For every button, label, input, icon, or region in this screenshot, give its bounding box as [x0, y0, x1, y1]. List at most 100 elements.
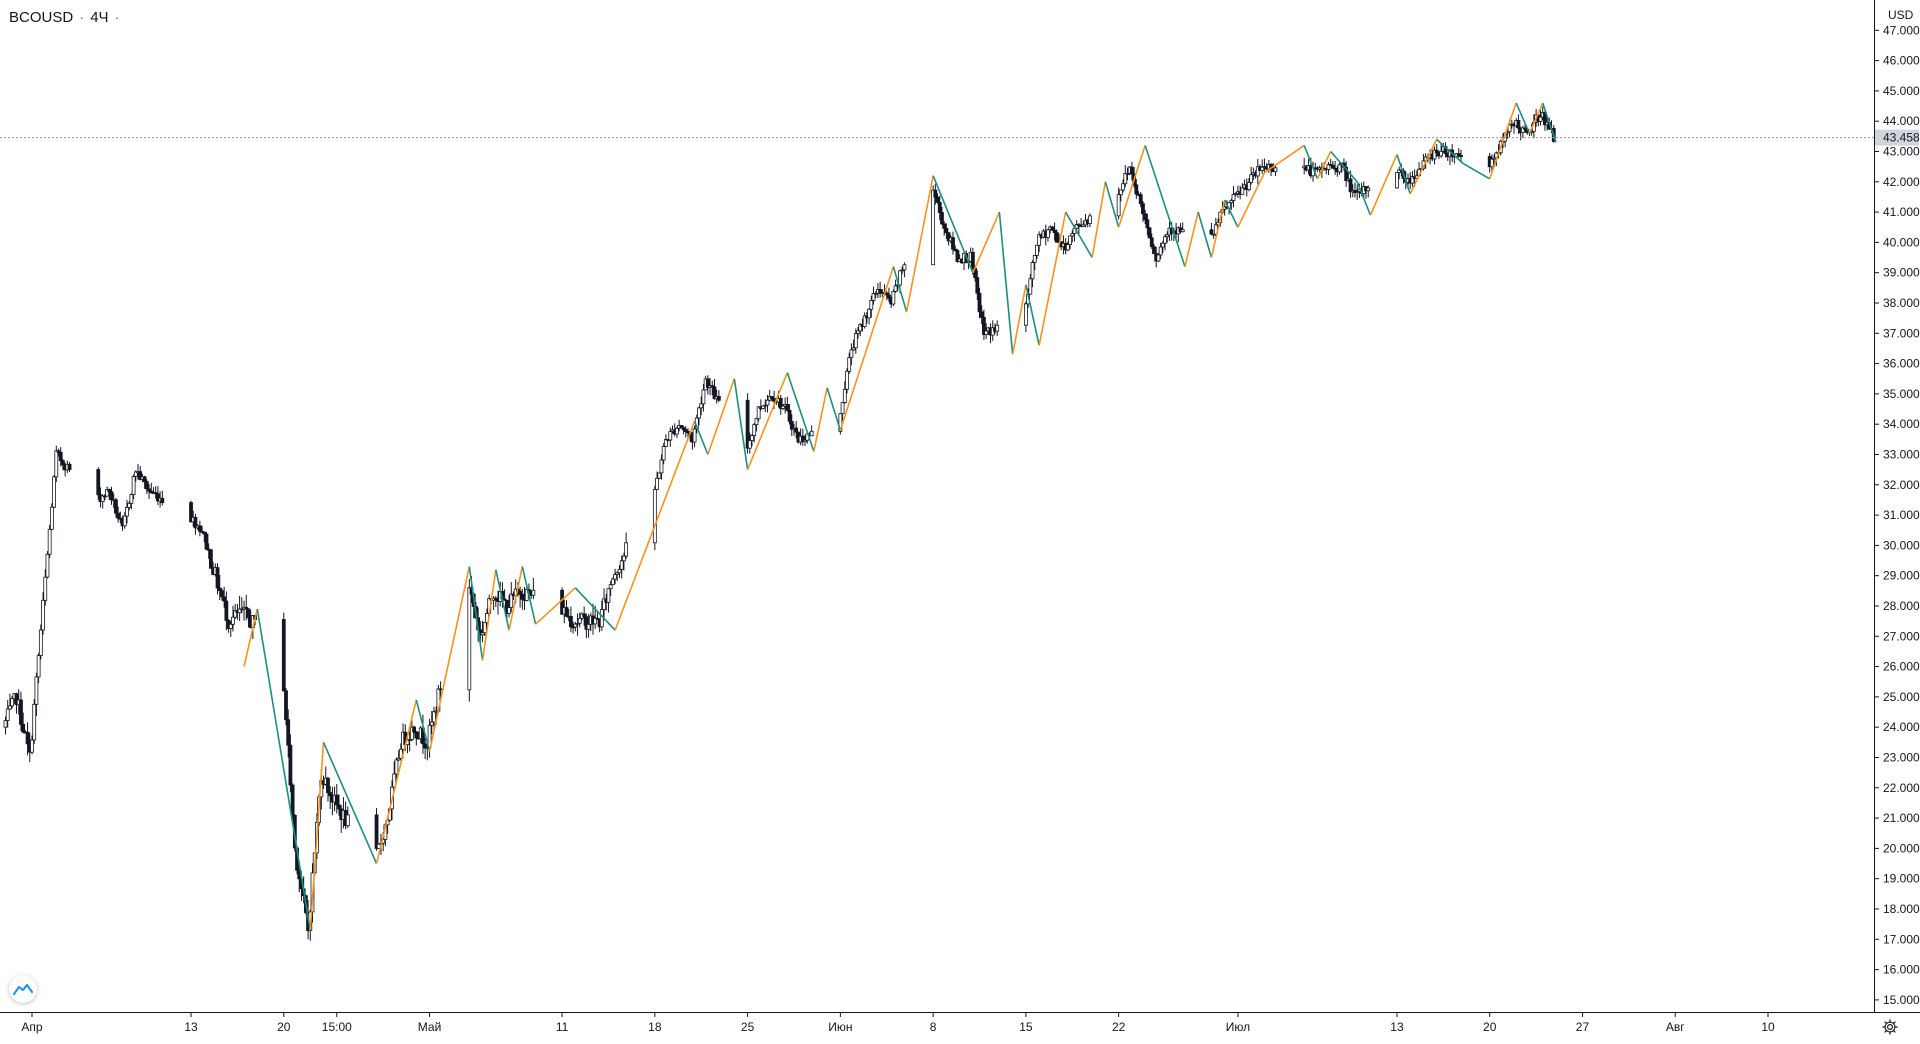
- candle: [869, 295, 874, 318]
- candle: [838, 413, 843, 435]
- price-tick-label: 36.000: [1883, 357, 1920, 371]
- price-tick-label: 37.000: [1883, 326, 1920, 340]
- candle: [1328, 158, 1333, 166]
- candle: [619, 555, 624, 579]
- candle: [1141, 200, 1145, 222]
- price-tick-label: 25.000: [1883, 690, 1920, 704]
- candle: [582, 606, 587, 626]
- time-tick-label: 25: [741, 1020, 755, 1034]
- candle: [610, 577, 615, 586]
- candle: [652, 485, 657, 550]
- candlestick-series: [3, 106, 1556, 941]
- tradingview-logo-icon[interactable]: [9, 975, 37, 1003]
- candle: [747, 432, 752, 454]
- price-tick-label: 23.000: [1883, 750, 1920, 764]
- zigzag-down-segment: [256, 608, 312, 931]
- time-tick-label: 15:00: [322, 1020, 352, 1034]
- candle: [133, 470, 138, 482]
- interval-label[interactable]: 4Ч: [90, 9, 109, 26]
- candle: [692, 425, 697, 448]
- candle: [710, 380, 715, 396]
- candle: [1516, 114, 1521, 134]
- candle: [228, 620, 233, 637]
- zigzag-up-segment: [1263, 144, 1305, 174]
- candle: [849, 343, 854, 366]
- candle: [778, 394, 783, 415]
- candle: [224, 591, 229, 631]
- candle: [398, 743, 403, 761]
- candle: [750, 434, 754, 447]
- symbol-legend[interactable]: BCOUSD · 4Ч ·: [9, 9, 120, 26]
- candle: [127, 501, 132, 511]
- symbol-name[interactable]: BCOUSD: [9, 9, 74, 26]
- price-tick-label: 39.000: [1883, 266, 1920, 280]
- zigzag-down-segment: [1025, 284, 1040, 346]
- candle: [21, 712, 26, 734]
- zigzag-down-segment: [574, 587, 616, 631]
- candle: [220, 588, 224, 601]
- gear-icon[interactable]: [1879, 1016, 1901, 1038]
- candle: [328, 785, 333, 809]
- zigzag-down-segment: [1462, 162, 1491, 180]
- candle: [204, 531, 209, 550]
- time-axis[interactable]: Апр 13 20 15:00 Май 11 18 25 Июн 8 15 22 Июл 13 20 27 Ав…: [0, 1012, 1920, 1034]
- price-axis-currency: USD: [1888, 8, 1914, 22]
- candle: [467, 578, 472, 702]
- candle: [286, 709, 291, 758]
- price-tick-label: 24.000: [1883, 720, 1920, 734]
- price-tick-label: 20.000: [1883, 841, 1920, 855]
- time-tick-label: Июл: [1226, 1020, 1250, 1034]
- candle: [862, 312, 867, 329]
- time-tick-label: 27: [1576, 1020, 1590, 1034]
- candle: [995, 320, 1000, 337]
- candle: [19, 691, 23, 731]
- candle: [38, 624, 43, 660]
- candle: [394, 757, 399, 781]
- candle: [61, 459, 65, 471]
- candle: [1023, 301, 1028, 333]
- candle: [1143, 209, 1148, 225]
- zigzag-up-segment: [1409, 139, 1438, 195]
- zigzag-up-segment: [905, 175, 934, 313]
- candle: [1081, 221, 1086, 227]
- candle: [138, 465, 143, 481]
- candle: [122, 512, 127, 529]
- last-price-label-bg: [1875, 129, 1919, 146]
- candle: [602, 588, 606, 621]
- zigzag-up-segment: [1488, 102, 1517, 180]
- candle: [1520, 125, 1525, 139]
- price-tick-label: 46.000: [1883, 54, 1920, 68]
- candle: [613, 568, 617, 585]
- candle: [45, 551, 50, 579]
- candle: [1231, 185, 1236, 208]
- candle: [189, 500, 193, 523]
- zigzag-up-segment: [1184, 211, 1199, 267]
- candle: [58, 447, 63, 467]
- candle: [1088, 213, 1092, 228]
- zigzag-down-segment: [892, 266, 908, 313]
- candle: [699, 396, 704, 416]
- time-tick-label: 18: [648, 1020, 662, 1034]
- candle: [577, 612, 582, 628]
- zigzag-indicator: [243, 102, 1557, 931]
- zigzag-down-segment: [1144, 145, 1186, 267]
- candle: [56, 448, 61, 457]
- candle: [67, 462, 72, 473]
- candle: [1130, 161, 1134, 181]
- candle: [144, 479, 149, 495]
- candle: [745, 393, 750, 454]
- candle: [891, 289, 896, 307]
- zigzag-up-segment: [746, 372, 789, 470]
- price-axis[interactable]: 15.000 16.000 17.000 18.000 19.000 20.000 21.0…: [1874, 0, 1920, 1012]
- candle: [1121, 179, 1125, 193]
- price-tick-label: 30.000: [1883, 538, 1920, 552]
- zigzag-up-segment: [813, 387, 828, 452]
- candle: [787, 404, 792, 425]
- price-tick-label: 18.000: [1883, 902, 1920, 916]
- candle: [193, 513, 198, 535]
- zigzag-up-segment: [707, 378, 736, 455]
- candle: [414, 731, 419, 746]
- candle: [1070, 230, 1075, 243]
